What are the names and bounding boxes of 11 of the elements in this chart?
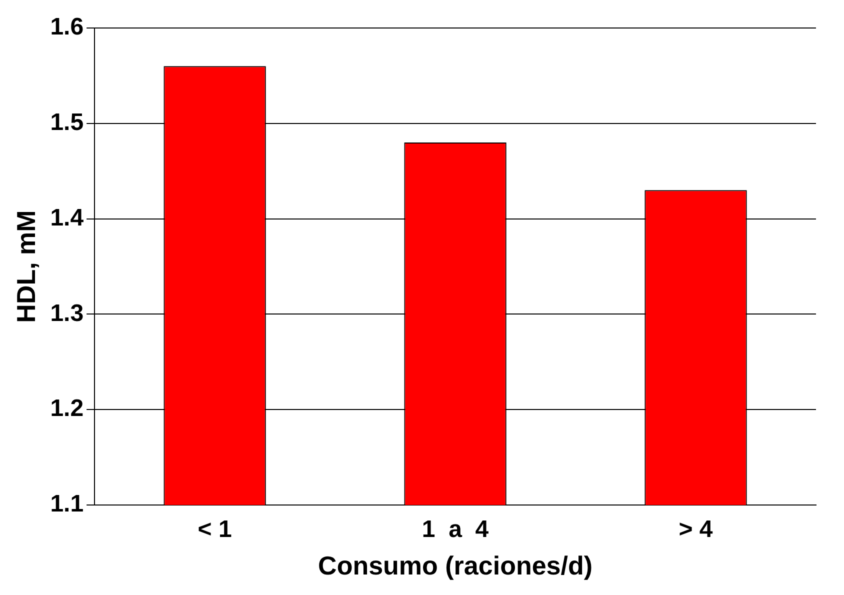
x-tick-label: 1 a 4 [422,516,490,544]
y-tick-label: 1.3 [50,300,84,327]
y-axis-title: HDL, mM [10,210,41,323]
y-tick-label: 1.2 [50,395,84,422]
y-tick-label: 1.4 [50,204,84,232]
x-tick-label: < 1 [198,516,232,544]
x-tick-label: > 4 [678,516,714,544]
x-axis-title: Consumo (raciones/d) [318,550,593,581]
y-tick-label: 1.5 [50,109,84,136]
y-tick-label: 1.6 [50,14,84,41]
y-tick-label: 1.1 [50,490,84,518]
